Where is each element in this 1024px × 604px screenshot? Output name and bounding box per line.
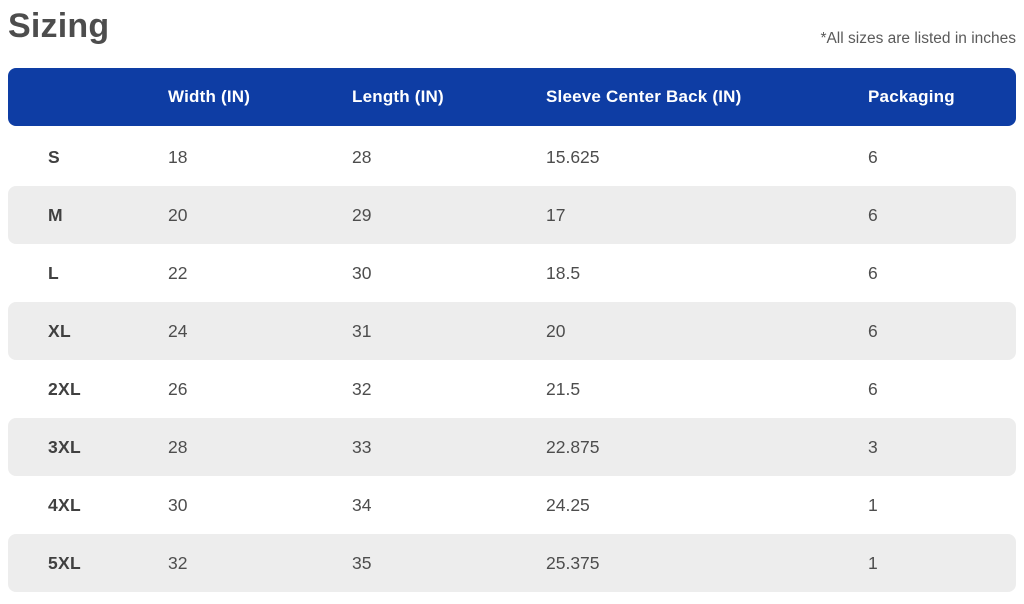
packaging-value: 3 <box>868 436 878 457</box>
width-value: 26 <box>168 378 188 399</box>
length-value: 34 <box>352 494 372 515</box>
sleeve-center-back-value: 18.5 <box>546 262 581 283</box>
sizing-table: Width (IN) Length (IN) Sleeve Center Bac… <box>8 68 1016 592</box>
size-label: 5XL <box>48 552 81 573</box>
column-header-sleeve-center-back: Sleeve Center Back (IN) <box>546 87 742 106</box>
length-value: 29 <box>352 204 372 225</box>
sizes-unit-note: *All sizes are listed in inches <box>820 30 1016 47</box>
packaging-value: 1 <box>868 494 878 515</box>
page-header: Sizing *All sizes are listed in inches <box>8 7 1016 60</box>
length-value: 30 <box>352 262 372 283</box>
size-label: XL <box>48 320 71 341</box>
size-label: 3XL <box>48 436 81 457</box>
size-label: 2XL <box>48 378 81 399</box>
size-label: L <box>48 262 59 283</box>
sleeve-center-back-value: 21.5 <box>546 378 581 399</box>
table-body: S 18 28 15.625 6 M 20 29 17 6 L 22 30 18… <box>8 128 1016 592</box>
table-header-row: Width (IN) Length (IN) Sleeve Center Bac… <box>8 68 1016 126</box>
sleeve-center-back-value: 17 <box>546 204 566 225</box>
length-value: 33 <box>352 436 372 457</box>
packaging-value: 6 <box>868 378 878 399</box>
table-row: S 18 28 15.625 6 <box>8 128 1016 186</box>
column-header-packaging: Packaging <box>868 87 955 106</box>
width-value: 24 <box>168 320 188 341</box>
length-value: 35 <box>352 552 372 573</box>
width-value: 22 <box>168 262 188 283</box>
sleeve-center-back-value: 24.25 <box>546 494 590 515</box>
page-title: Sizing <box>8 7 110 45</box>
length-value: 28 <box>352 146 372 167</box>
table-row: 4XL 30 34 24.25 1 <box>8 476 1016 534</box>
sleeve-center-back-value: 15.625 <box>546 146 600 167</box>
sleeve-center-back-value: 20 <box>546 320 566 341</box>
table-row: 2XL 26 32 21.5 6 <box>8 360 1016 418</box>
width-value: 28 <box>168 436 188 457</box>
length-value: 32 <box>352 378 372 399</box>
column-header-width: Width (IN) <box>168 87 251 106</box>
packaging-value: 6 <box>868 320 878 341</box>
size-label: S <box>48 146 60 167</box>
table-row: M 20 29 17 6 <box>8 186 1016 244</box>
table-row: 5XL 32 35 25.375 1 <box>8 534 1016 592</box>
table-row: XL 24 31 20 6 <box>8 302 1016 360</box>
packaging-value: 6 <box>868 146 878 167</box>
sleeve-center-back-value: 22.875 <box>546 436 600 457</box>
packaging-value: 6 <box>868 262 878 283</box>
table-row: 3XL 28 33 22.875 3 <box>8 418 1016 476</box>
size-label: M <box>48 204 63 225</box>
table-row: L 22 30 18.5 6 <box>8 244 1016 302</box>
sleeve-center-back-value: 25.375 <box>546 552 600 573</box>
width-value: 18 <box>168 146 188 167</box>
width-value: 30 <box>168 494 188 515</box>
size-label: 4XL <box>48 494 81 515</box>
packaging-value: 6 <box>868 204 878 225</box>
packaging-value: 1 <box>868 552 878 573</box>
length-value: 31 <box>352 320 372 341</box>
width-value: 20 <box>168 204 188 225</box>
width-value: 32 <box>168 552 188 573</box>
column-header-length: Length (IN) <box>352 87 444 106</box>
